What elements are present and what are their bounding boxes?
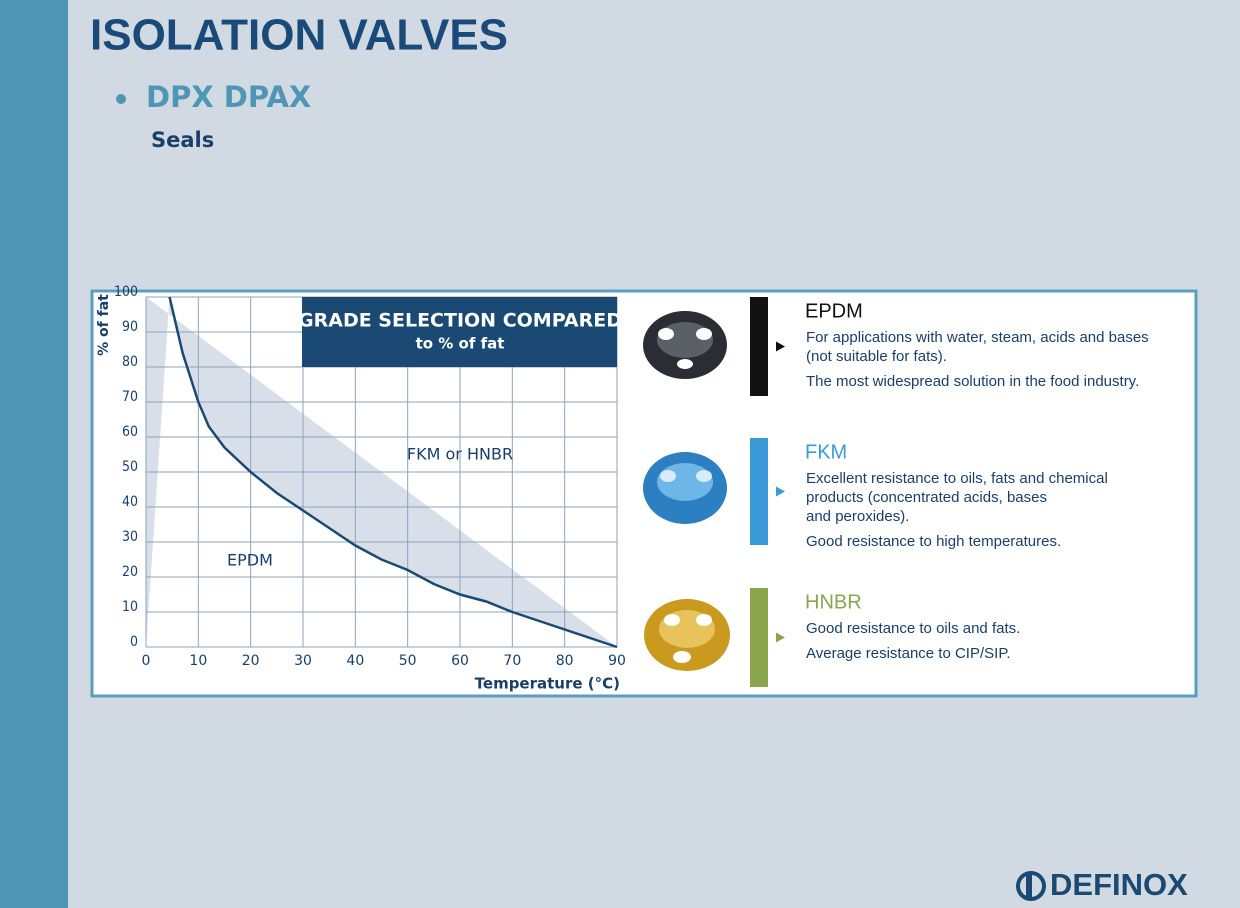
y-tick-label: 60 — [122, 424, 138, 440]
y-tick-label: 10 — [122, 599, 138, 615]
y-tick-label: 80 — [122, 354, 138, 370]
seal-name: FKM — [805, 441, 847, 463]
x-tick-label: 90 — [608, 653, 626, 669]
region-label: EPDM — [227, 551, 273, 570]
slide-title: ISOLATION VALVES — [90, 11, 508, 60]
seal-description: (not suitable for fats). — [806, 348, 947, 365]
x-tick-label: 50 — [399, 653, 417, 669]
seal-description: For applications with water, steam, acid… — [806, 329, 1149, 346]
line — [168, 296, 618, 649]
seal-description: Good resistance to oils and fats. — [806, 620, 1020, 637]
x-tick-label: 0 — [142, 653, 151, 669]
y-tick-label: 0 — [130, 634, 138, 650]
seal-description: and peroxides). — [806, 508, 909, 525]
arrow — [776, 486, 785, 497]
x-tick-label: 70 — [503, 653, 521, 669]
y-axis-label: % of fat — [96, 294, 112, 356]
x-tick-label: 60 — [451, 653, 469, 669]
color-bar — [750, 438, 768, 545]
seal-image — [643, 452, 727, 524]
y-tick-label: 40 — [122, 494, 138, 510]
seal-image — [643, 311, 727, 379]
y-tick-label: 50 — [122, 459, 138, 475]
bullet-dot — [116, 94, 126, 104]
x-tick-label: 80 — [556, 653, 574, 669]
color-bar — [750, 297, 768, 396]
x-tick-label: 20 — [242, 653, 260, 669]
title-box — [302, 297, 617, 367]
seal-description: The most widespread solution in the food… — [806, 373, 1139, 390]
x-tick-label: 10 — [189, 653, 207, 669]
y-tick-label: 90 — [122, 319, 138, 335]
seal-name: EPDM — [805, 300, 863, 322]
seal-image — [644, 599, 730, 671]
seal-description: Excellent resistance to oils, fats and c… — [806, 470, 1108, 487]
bullet-text: DPX DPAX — [146, 80, 311, 114]
y-tick-label: 30 — [122, 529, 138, 545]
arrow — [776, 632, 785, 643]
region-label: FKM or HNBR — [407, 445, 513, 464]
chart-title: GRADE SELECTION COMPARED — [298, 310, 622, 332]
arrow — [776, 341, 785, 352]
seal-description: Average resistance to CIP/SIP. — [806, 645, 1011, 662]
logo-text: DEFINOX — [1050, 867, 1188, 902]
seal-description: Good resistance to high temperatures. — [806, 533, 1061, 550]
color-bar — [750, 588, 768, 687]
seal-name: HNBR — [805, 591, 862, 613]
seal-description: products (concentrated acids, bases — [806, 489, 1047, 506]
side-bar — [0, 0, 68, 908]
x-tick-label: 40 — [346, 653, 364, 669]
seal-list: EPDM For applications with water, steam, … — [643, 297, 1149, 687]
x-axis-label: Temperature (°C) — [475, 675, 620, 693]
y-tick-label: 100 — [114, 284, 138, 300]
x-tick-label: 30 — [294, 653, 312, 669]
y-tick-label: 70 — [122, 389, 138, 405]
subtitle: Seals — [151, 128, 214, 152]
chart-subtitle: to % of fat — [416, 335, 505, 353]
logo: DEFINOX — [1016, 867, 1188, 902]
chart: 0 10 20 30 40 50 60 70 80 90 100 0 10 20 30 40 50 60 70 80 9… — [96, 284, 626, 693]
y-tick-label: 20 — [122, 564, 138, 580]
